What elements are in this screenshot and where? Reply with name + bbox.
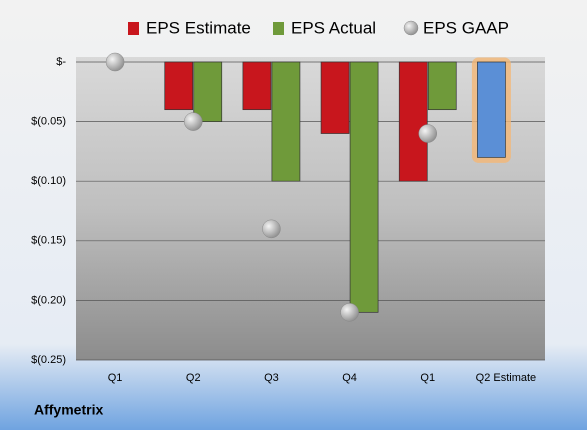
x-tick-label: Q1 xyxy=(420,372,435,384)
y-tick-label: $- xyxy=(56,56,66,68)
bar xyxy=(427,61,457,111)
bar xyxy=(271,61,301,182)
y-tick-label: $(0.05) xyxy=(31,116,66,128)
bar xyxy=(242,61,272,111)
x-tick-label: Q1 xyxy=(108,372,123,384)
y-tick-label: $(0.20) xyxy=(31,294,66,306)
legend-label: EPS Estimate xyxy=(146,18,251,37)
marker xyxy=(340,303,359,322)
plot-area xyxy=(76,57,545,360)
bar xyxy=(320,61,350,134)
bar xyxy=(193,61,223,122)
x-tick-label: Q3 xyxy=(264,372,279,384)
bar xyxy=(477,61,506,158)
bar xyxy=(349,61,379,313)
legend-swatch xyxy=(128,22,139,35)
x-tick-label: Q4 xyxy=(342,372,357,384)
y-tick-label: $(0.25) xyxy=(31,354,66,366)
legend-label: EPS Actual xyxy=(291,18,376,37)
legend-swatch xyxy=(403,20,419,36)
marker xyxy=(105,52,125,72)
marker xyxy=(184,112,203,131)
x-tick-label: Q2 Estimate xyxy=(476,372,537,384)
bar-glow xyxy=(471,57,511,163)
legend-label: EPS GAAP xyxy=(423,18,509,37)
marker xyxy=(262,219,281,239)
y-tick-label: $(0.15) xyxy=(31,235,66,247)
bar xyxy=(164,61,194,111)
bar xyxy=(398,61,428,182)
marker xyxy=(418,124,437,143)
y-tick-label: $(0.10) xyxy=(31,175,66,187)
legend-swatch xyxy=(273,22,284,35)
x-tick-label: Q2 xyxy=(186,372,201,384)
footer: Affymetrix xyxy=(34,402,103,418)
